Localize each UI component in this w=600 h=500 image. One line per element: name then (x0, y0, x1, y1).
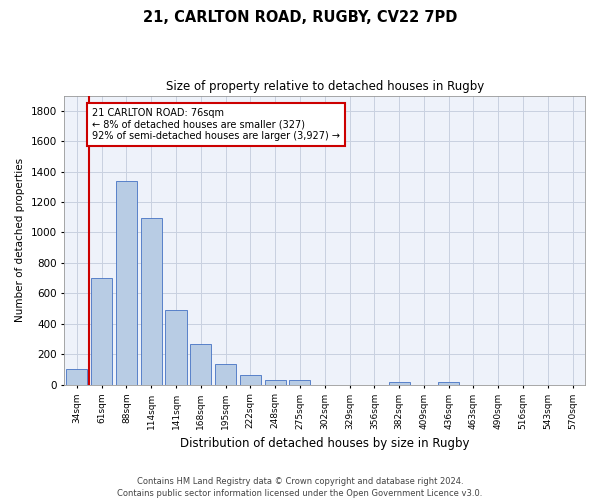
Y-axis label: Number of detached properties: Number of detached properties (15, 158, 25, 322)
Bar (140, 218, 162, 384)
Bar (67, 370, 88, 384)
Bar (289, 380, 310, 384)
Bar (215, 364, 236, 384)
Bar (190, 344, 211, 384)
Bar (265, 380, 286, 384)
Bar (438, 382, 459, 384)
Bar (389, 382, 410, 384)
Title: Size of property relative to detached houses in Rugby: Size of property relative to detached ho… (166, 80, 484, 93)
Bar (116, 181, 137, 384)
Text: 21 CARLTON ROAD: 76sqm
← 8% of detached houses are smaller (327)
92% of semi-det: 21 CARLTON ROAD: 76sqm ← 8% of detached … (92, 108, 340, 141)
Text: 21, CARLTON ROAD, RUGBY, CV22 7PD: 21, CARLTON ROAD, RUGBY, CV22 7PD (143, 10, 457, 25)
X-axis label: Distribution of detached houses by size in Rugby: Distribution of detached houses by size … (180, 437, 469, 450)
Bar (91, 278, 112, 384)
Bar (166, 310, 187, 384)
Text: Contains HM Land Registry data © Crown copyright and database right 2024.
Contai: Contains HM Land Registry data © Crown c… (118, 476, 482, 498)
Bar (240, 375, 261, 384)
